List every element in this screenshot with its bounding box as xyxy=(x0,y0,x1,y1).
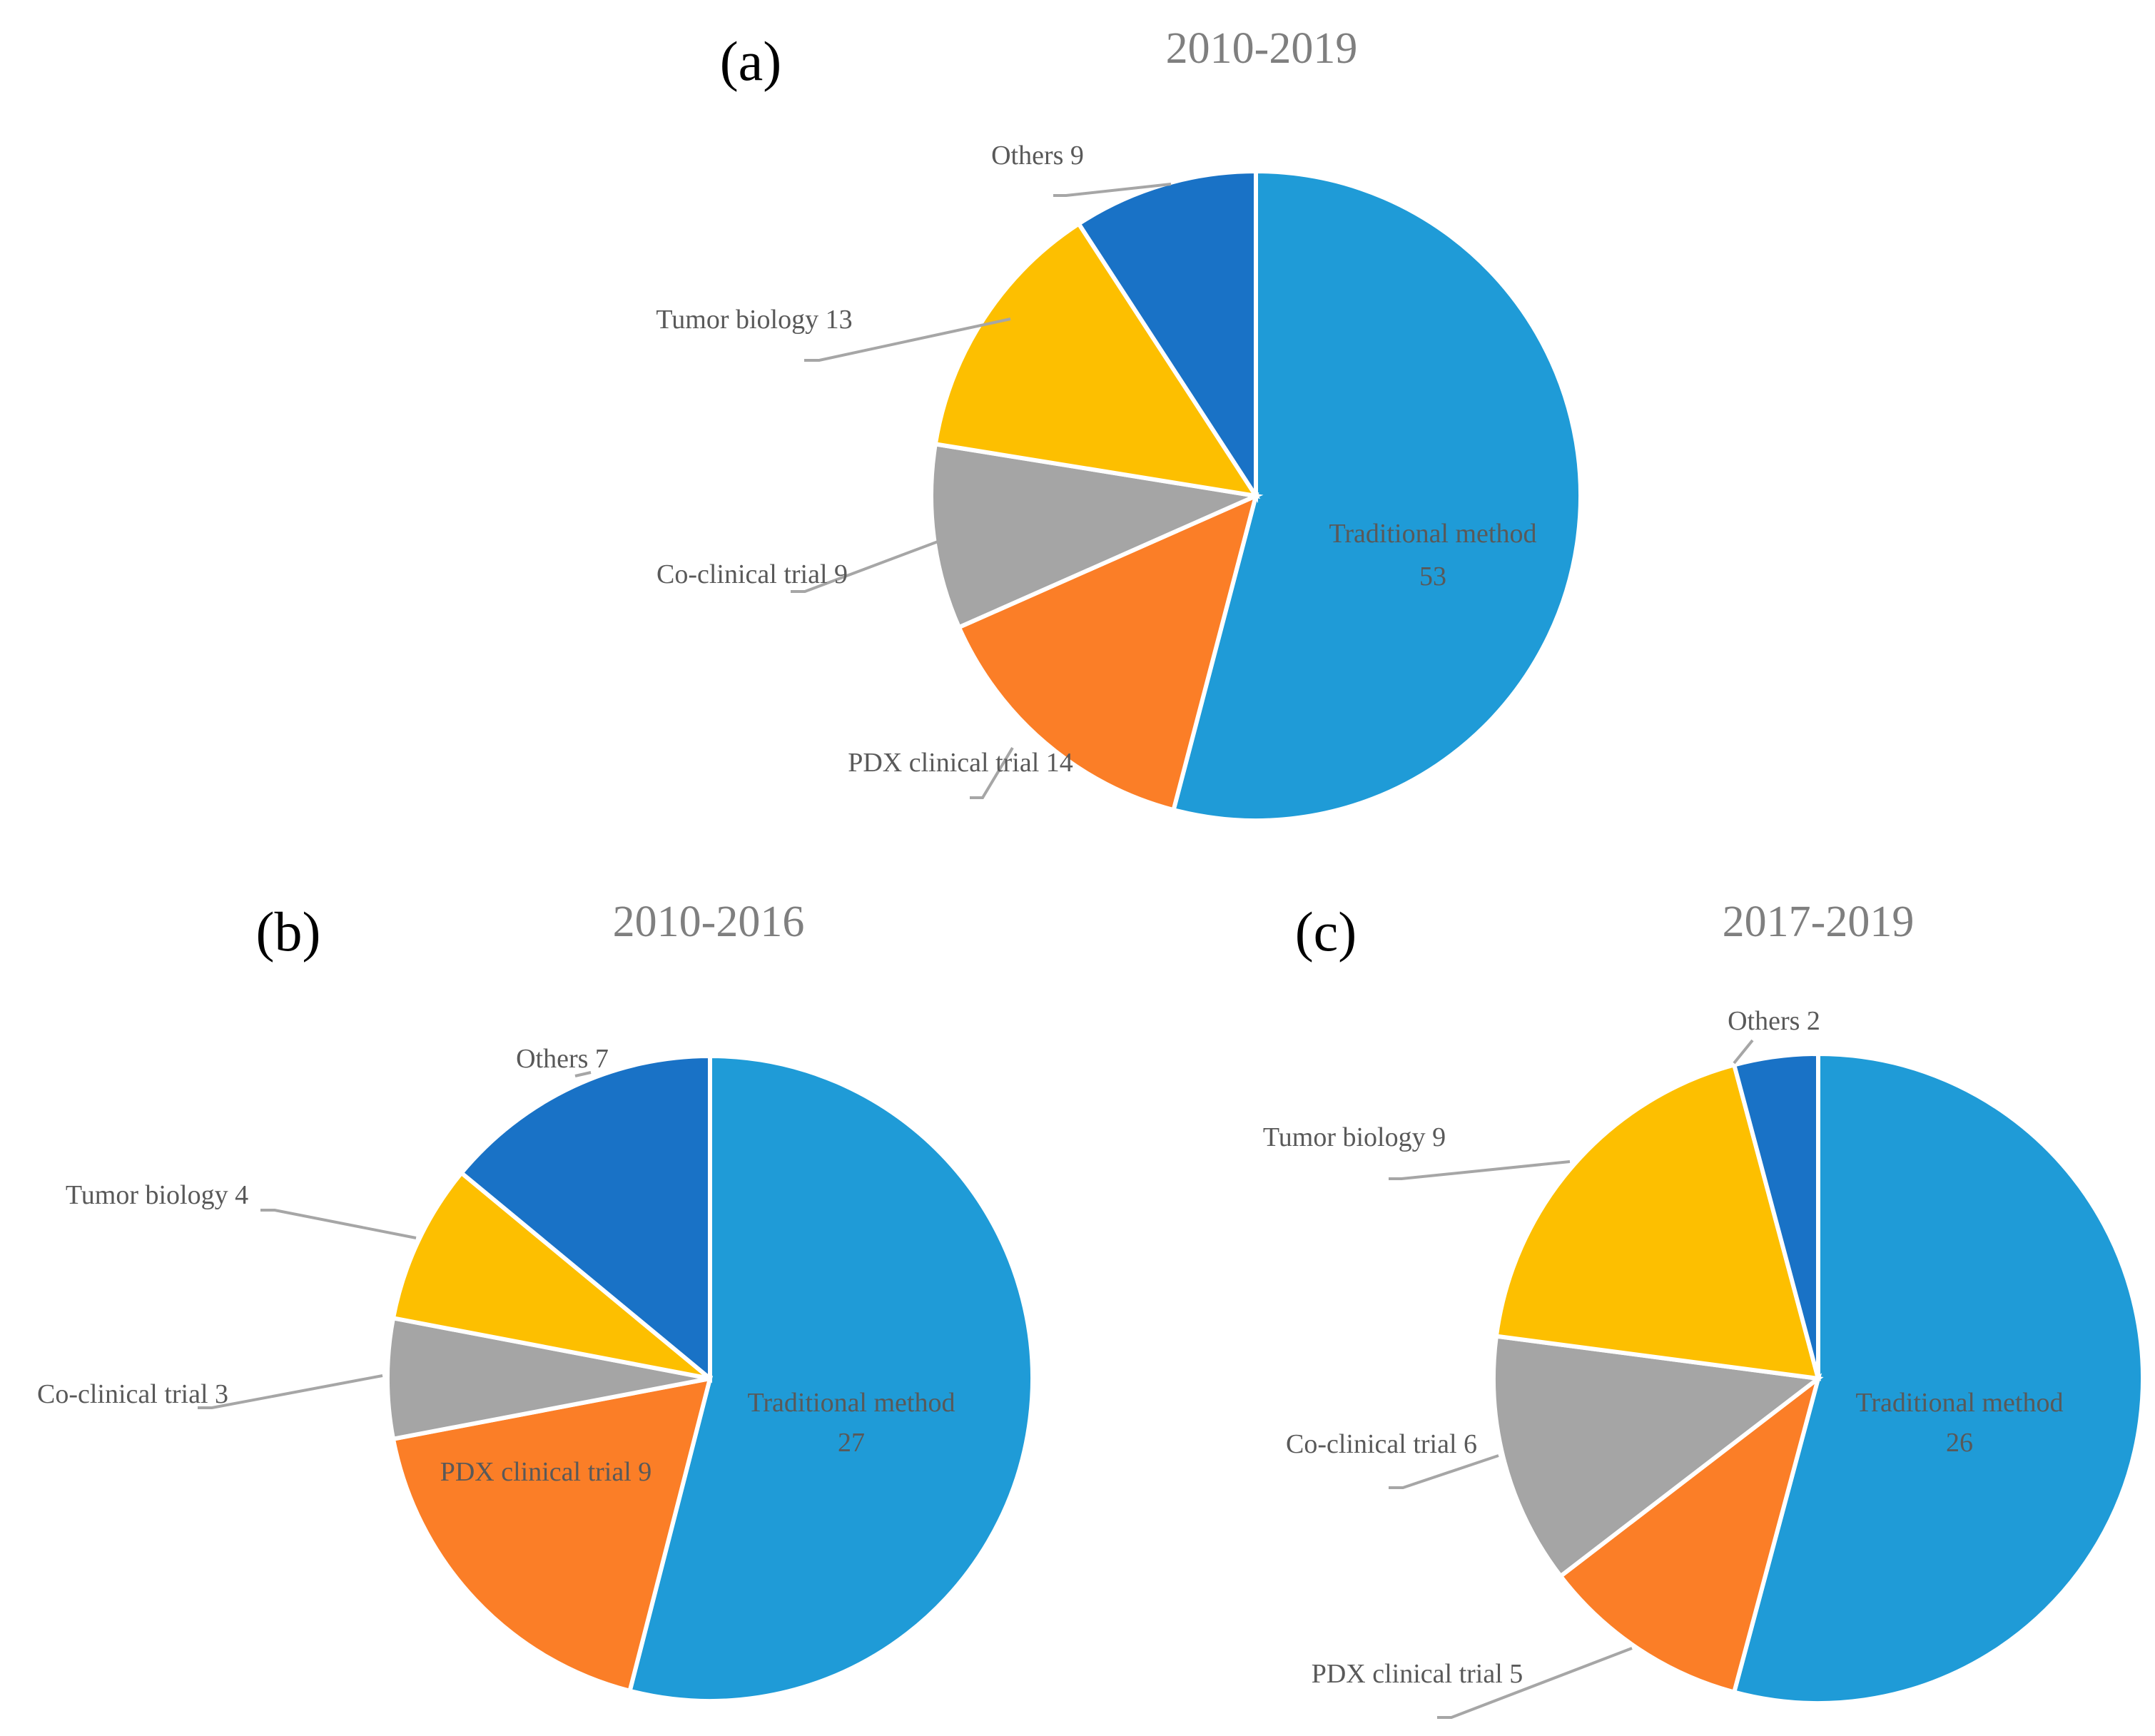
slice-label-pdx-clinical-trial: PDX clinical trial 9 xyxy=(440,1457,652,1487)
pie-slices-b xyxy=(385,1053,1035,1703)
slice-label-others: Others 7 xyxy=(516,1044,609,1074)
pie-slice-co-clinical-trial xyxy=(1491,1334,1824,1580)
pie-slice-pdx-clinical-trial xyxy=(390,1376,714,1694)
pie-slices-a xyxy=(929,168,1583,823)
slice-label-pdx-clinical-trial: PDX clinical trial 14 xyxy=(848,748,1073,778)
slice-value-label-traditional-method: 26 xyxy=(1946,1428,1973,1458)
leader-line-others xyxy=(574,1071,592,1077)
leader-line-co-clinical-trial xyxy=(198,1374,383,1409)
pie-slice-traditional-method xyxy=(1170,168,1583,823)
slice-value-label-traditional-method: 53 xyxy=(1419,562,1446,592)
chart-title-b: 2010-2016 xyxy=(613,898,805,946)
leader-line-pdx-clinical-trial xyxy=(1437,1647,1633,1719)
slice-value-label-traditional-method: 27 xyxy=(838,1428,865,1458)
chart-title-c: 2017-2019 xyxy=(1723,898,1915,946)
slice-label-tumor-biology: Tumor biology 4 xyxy=(66,1180,248,1210)
pie-slice-others xyxy=(1731,1051,1820,1379)
pie-slice-traditional-method xyxy=(1731,1051,2145,1705)
pie-slice-pdx-clinical-trial xyxy=(1557,1373,1822,1695)
pie-slice-co-clinical-trial xyxy=(929,441,1264,631)
slice-label-traditional-method: Traditional method xyxy=(1329,519,1537,549)
leader-line-others xyxy=(1053,183,1172,197)
leader-line-tumor-biology xyxy=(804,318,1011,362)
pie-slice-tumor-biology xyxy=(390,1169,711,1381)
slice-label-others: Others 9 xyxy=(991,141,1084,171)
pie-slice-others xyxy=(458,1053,712,1384)
pie-slice-co-clinical-trial xyxy=(385,1315,711,1442)
slice-label-pdx-clinical-trial: PDX clinical trial 5 xyxy=(1312,1659,1523,1689)
pie-chart-c: (c) 2017-2019 Traditional method 26 PDX cl… xyxy=(1263,898,2145,1719)
slice-labels-b: Traditional method 27 PDX clinical trial 9… xyxy=(37,1044,955,1487)
pie-slice-pdx-clinical-trial xyxy=(955,492,1259,813)
slice-labels-c: Traditional method 26 PDX clinical trial 5… xyxy=(1263,1006,2064,1689)
slice-labels-a: Traditional method 53 PDX clinical trial 1… xyxy=(656,141,1536,778)
slice-label-traditional-method: Traditional method xyxy=(748,1388,955,1418)
chart-title-a: 2010-2019 xyxy=(1166,24,1358,73)
panel-tag-b: (b) xyxy=(256,900,321,963)
slice-label-tumor-biology: Tumor biology 9 xyxy=(1263,1122,1446,1152)
leader-lines-a xyxy=(791,183,1172,799)
slice-label-co-clinical-trial: Co-clinical trial 9 xyxy=(656,559,848,589)
leader-lines-c xyxy=(1389,1039,1754,1719)
slice-label-co-clinical-trial: Co-clinical trial 3 xyxy=(37,1379,228,1409)
leader-line-co-clinical-trial xyxy=(791,539,940,593)
leader-line-others xyxy=(1733,1039,1754,1065)
slice-label-co-clinical-trial: Co-clinical trial 6 xyxy=(1286,1429,1477,1459)
leader-line-pdx-clinical-trial xyxy=(970,746,1014,799)
slice-label-others: Others 2 xyxy=(1728,1006,1820,1036)
panel-tag-a: (a) xyxy=(720,30,782,92)
pie-chart-b: (b) 2010-2016 Traditional method 27 PDX cl… xyxy=(37,898,1035,1703)
leader-line-tumor-biology xyxy=(1389,1160,1571,1180)
panel-tag-c: (c) xyxy=(1295,900,1357,963)
slice-label-traditional-method: Traditional method xyxy=(1856,1388,2064,1418)
leader-lines-b xyxy=(198,1071,592,1409)
leader-line-co-clinical-trial xyxy=(1389,1454,1499,1489)
pie-chart-a: (a) 2010-2019 Traditional method 53 PDX cl… xyxy=(656,24,1583,823)
leader-line-tumor-biology xyxy=(260,1209,417,1239)
pie-slice-tumor-biology xyxy=(1494,1062,1822,1381)
slice-label-tumor-biology: Tumor biology 13 xyxy=(656,305,852,335)
pie-slice-traditional-method xyxy=(627,1053,1035,1703)
pie-slices-c xyxy=(1491,1051,2145,1705)
pie-slice-tumor-biology xyxy=(933,220,1261,499)
